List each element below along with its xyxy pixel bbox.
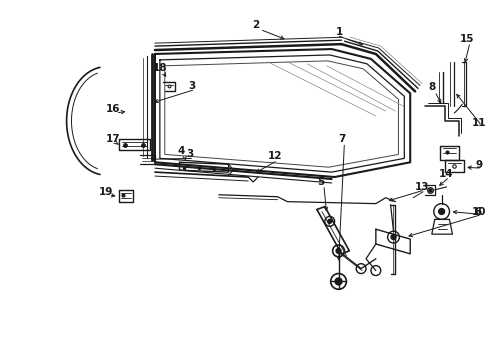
Text: 11: 11 — [472, 118, 486, 128]
Text: 9: 9 — [475, 160, 483, 170]
Text: 4: 4 — [178, 147, 185, 157]
Text: 17: 17 — [105, 134, 120, 144]
Text: 3: 3 — [187, 149, 194, 159]
Text: 18: 18 — [152, 63, 167, 73]
Circle shape — [328, 219, 332, 223]
Text: 16: 16 — [105, 104, 120, 114]
Text: 8: 8 — [428, 82, 436, 93]
Text: 14: 14 — [439, 169, 454, 179]
Text: 7: 7 — [338, 134, 345, 144]
Circle shape — [336, 248, 341, 253]
Circle shape — [439, 208, 444, 215]
Text: 12: 12 — [268, 151, 282, 161]
Text: 3: 3 — [189, 81, 196, 91]
Text: 1: 1 — [336, 27, 343, 37]
Text: 13: 13 — [415, 182, 429, 192]
Circle shape — [335, 278, 342, 285]
Text: 15: 15 — [460, 34, 474, 44]
Text: 2: 2 — [252, 21, 260, 31]
Circle shape — [391, 235, 396, 239]
Text: 19: 19 — [98, 187, 113, 197]
Text: 6: 6 — [474, 207, 482, 216]
Text: 10: 10 — [472, 207, 486, 216]
Text: 5: 5 — [317, 177, 324, 187]
